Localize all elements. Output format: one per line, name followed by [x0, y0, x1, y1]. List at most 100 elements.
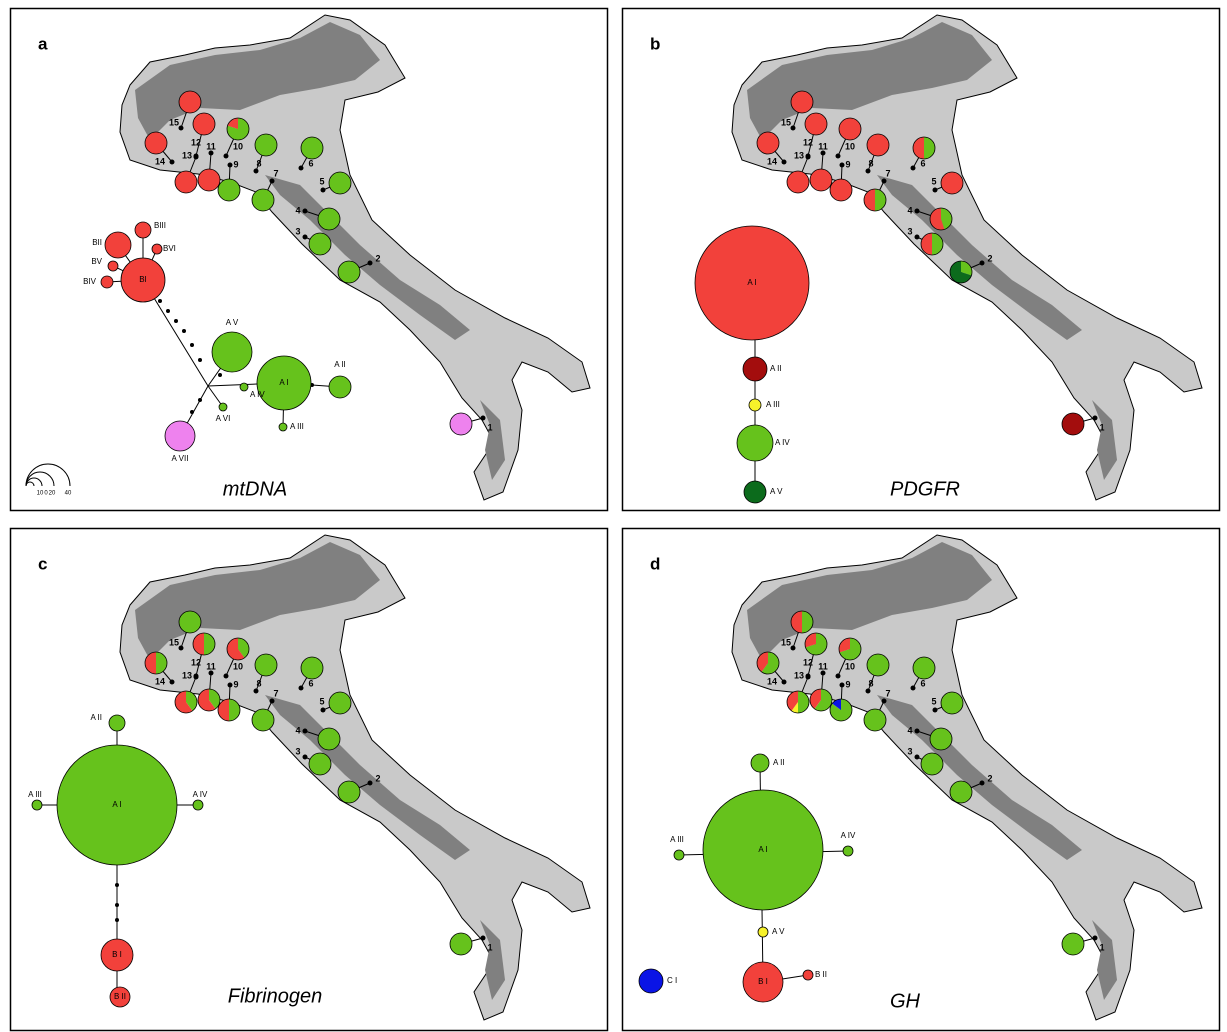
site-label: 12 — [803, 657, 813, 667]
pie — [913, 657, 935, 679]
mutation-step — [115, 918, 119, 922]
haplotype-label: A III — [28, 790, 42, 799]
site-label: 12 — [191, 657, 201, 667]
haplotype-label: BIV — [83, 277, 97, 286]
site-dot — [806, 155, 811, 160]
site-label: 5 — [319, 696, 324, 706]
pie — [864, 709, 886, 731]
site-dot — [836, 674, 841, 679]
site-dot — [179, 646, 184, 651]
mutation-step — [218, 373, 222, 377]
scale-label: 40 — [65, 491, 72, 497]
site-label: 10 — [233, 661, 243, 671]
site-label: 13 — [182, 670, 192, 680]
haplotype — [152, 244, 162, 254]
haplotype — [240, 383, 248, 391]
haplotype-label: A III — [766, 400, 780, 409]
panel-title: GH — [890, 990, 921, 1012]
haplotype — [329, 376, 351, 398]
site-label: 11 — [206, 661, 216, 671]
pie — [301, 137, 323, 159]
site-dot — [911, 686, 916, 691]
site-label: 9 — [845, 679, 850, 689]
pie — [329, 692, 351, 714]
mutation-step — [115, 883, 119, 887]
site-dot — [299, 166, 304, 171]
site-dot — [791, 126, 796, 131]
site-dot — [481, 416, 486, 421]
site-dot — [836, 154, 841, 159]
haplotype-label: A II — [770, 364, 782, 373]
pie — [950, 781, 972, 803]
pie — [329, 172, 351, 194]
site-label: 1 — [1099, 942, 1104, 952]
site-label: 8 — [868, 678, 873, 688]
pie — [179, 91, 201, 113]
site-dot — [980, 261, 985, 266]
pie — [1062, 413, 1084, 435]
site-dot — [228, 163, 233, 168]
site-dot — [368, 261, 373, 266]
site-dot — [840, 163, 845, 168]
site-label: 14 — [155, 156, 165, 166]
panel-letter: a — [38, 34, 48, 53]
haplotype-label: B II — [114, 992, 126, 1001]
site-dot — [254, 689, 259, 694]
site-dot — [782, 680, 787, 685]
site-label: 5 — [931, 696, 936, 706]
site-dot — [782, 160, 787, 165]
pie — [338, 781, 360, 803]
pie — [839, 118, 861, 140]
pie — [810, 169, 832, 191]
site-label: 10 — [233, 141, 243, 151]
mutation-step — [190, 343, 194, 347]
site-label: 11 — [818, 141, 828, 151]
haplotype — [212, 332, 252, 372]
pie — [198, 169, 220, 191]
site-label: 1 — [487, 422, 492, 432]
site-label: 10 — [845, 141, 855, 151]
pie — [930, 728, 952, 750]
pie — [941, 692, 963, 714]
pie — [450, 413, 472, 435]
site-dot — [840, 683, 845, 688]
site-label: 3 — [907, 226, 912, 236]
haplotype-label: A IV — [193, 790, 208, 799]
haplotype — [135, 222, 151, 238]
site-label: 5 — [319, 176, 324, 186]
site-dot — [481, 936, 486, 941]
site-label: 6 — [920, 678, 925, 688]
haplotype-label: A I — [112, 800, 121, 809]
pie — [805, 113, 827, 135]
pie — [301, 657, 323, 679]
site-dot — [228, 683, 233, 688]
site-label: 9 — [233, 679, 238, 689]
site-dot — [170, 680, 175, 685]
site-dot — [980, 781, 985, 786]
site-label: 12 — [803, 137, 813, 147]
haplotype-label: A I — [747, 278, 756, 287]
haplotype-label: B I — [112, 950, 122, 959]
site-dot — [915, 729, 920, 734]
haplotype-label: A I — [758, 845, 767, 854]
site-dot — [321, 708, 326, 713]
haplotype-label: BI — [139, 275, 147, 284]
pie — [450, 933, 472, 955]
haplotype-label: BVI — [163, 244, 176, 253]
pie — [252, 189, 274, 211]
pie — [145, 132, 167, 154]
site-label: 11 — [206, 141, 216, 151]
pie — [309, 233, 331, 255]
pie — [193, 113, 215, 135]
haplotype — [743, 357, 767, 381]
site-label: 2 — [375, 253, 380, 263]
site-label: 12 — [191, 137, 201, 147]
site-dot — [270, 179, 275, 184]
haplotype-label: C I — [667, 976, 677, 985]
haplotype — [32, 800, 42, 810]
pie — [338, 261, 360, 283]
site-dot — [303, 729, 308, 734]
site-label: 15 — [169, 117, 179, 127]
panel-title: mtDNA — [223, 478, 287, 500]
pie — [867, 654, 889, 676]
